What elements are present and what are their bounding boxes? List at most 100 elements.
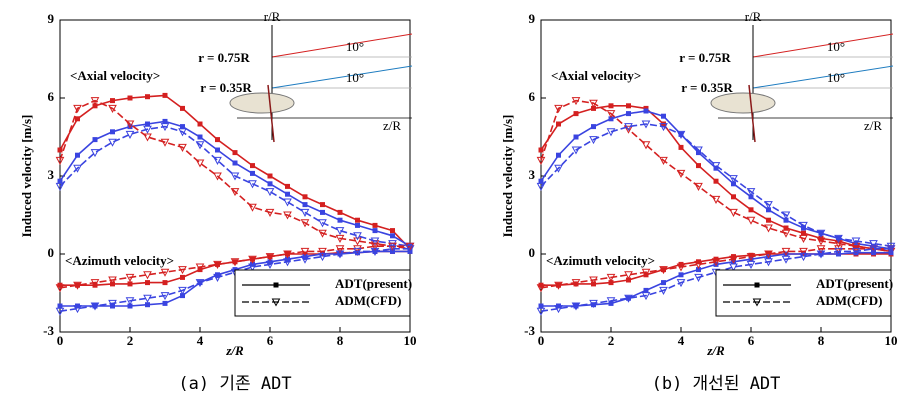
marker [624, 271, 633, 280]
marker [851, 247, 861, 256]
marker [283, 211, 292, 220]
legend: ADT(present) ADM(CFD) [234, 269, 412, 317]
marker [300, 208, 310, 217]
marker [55, 156, 65, 165]
legend-box [234, 269, 411, 317]
marker [554, 305, 563, 314]
annotation: <Axial velocity> [551, 68, 641, 83]
marker [265, 253, 275, 262]
marker [355, 222, 360, 228]
marker [641, 292, 651, 301]
marker [75, 152, 80, 158]
y-tick-label: 9 [48, 11, 55, 26]
marker [694, 146, 703, 155]
marker [215, 147, 220, 153]
marker [536, 156, 546, 165]
marker [781, 229, 791, 238]
marker [589, 136, 598, 145]
marker [626, 103, 631, 109]
marker [145, 280, 150, 286]
inset-label: 10° [346, 70, 364, 85]
marker [335, 250, 345, 259]
marker [729, 208, 738, 217]
marker [390, 233, 395, 239]
inset-label: r = 0.35R [200, 80, 252, 95]
marker [195, 279, 205, 288]
marker [869, 240, 878, 249]
marker [388, 240, 397, 249]
legend-label: ADT(present) [816, 276, 893, 291]
marker [283, 198, 292, 207]
marker [573, 281, 579, 287]
marker [335, 227, 345, 236]
marker [608, 280, 614, 286]
inset-label: z/R [864, 118, 882, 133]
marker [57, 178, 63, 184]
series-line [540, 248, 891, 289]
marker [143, 125, 152, 134]
marker [125, 297, 135, 306]
marker [318, 253, 327, 262]
inset-blade [267, 84, 275, 143]
marker [816, 229, 826, 238]
marker [370, 247, 380, 256]
marker [624, 125, 633, 134]
marker [55, 182, 65, 191]
marker [606, 297, 616, 306]
marker [783, 225, 789, 231]
marker [536, 307, 546, 316]
y-tick-label: 9 [529, 11, 536, 26]
marker [250, 163, 255, 169]
marker [250, 170, 255, 176]
marker [766, 207, 771, 213]
marker [108, 104, 117, 113]
marker [215, 137, 220, 143]
marker [536, 284, 546, 293]
marker [729, 175, 738, 184]
marker [267, 181, 273, 187]
marker [851, 237, 861, 246]
marker [766, 251, 771, 257]
marker [248, 180, 257, 189]
marker [626, 277, 631, 283]
marker [90, 97, 100, 106]
inset-label: r/R [745, 9, 762, 24]
marker [678, 272, 684, 278]
series-line [540, 99, 892, 253]
marker [335, 234, 345, 243]
marker [748, 207, 754, 213]
x-tick-label: 10 [885, 333, 898, 348]
marker [589, 99, 598, 108]
y-tick-label: 0 [48, 245, 55, 260]
marker [195, 141, 205, 150]
marker [92, 103, 98, 109]
marker [783, 217, 789, 223]
marker [265, 260, 275, 269]
marker [213, 156, 222, 165]
annotation: <Axial velocity> [70, 68, 160, 83]
y-tick-label: 3 [48, 167, 55, 182]
marker [320, 202, 325, 208]
marker [405, 242, 415, 251]
marker [643, 108, 649, 114]
marker [110, 129, 115, 135]
marker [160, 138, 170, 147]
marker [160, 123, 170, 132]
y-axis-label: Induced velocity [m/s] [500, 115, 515, 238]
marker [283, 258, 292, 267]
marker [162, 118, 168, 124]
marker [355, 217, 360, 223]
x-tick-label: 2 [608, 333, 615, 348]
marker [834, 247, 843, 256]
marker [302, 202, 308, 208]
marker [180, 274, 185, 280]
y-axis-label: Induced velocity [m/s] [19, 115, 34, 238]
marker [748, 194, 754, 200]
marker [248, 203, 257, 212]
marker [318, 247, 327, 256]
marker [764, 258, 773, 267]
marker [195, 263, 205, 272]
marker [571, 146, 581, 155]
marker [886, 242, 896, 251]
